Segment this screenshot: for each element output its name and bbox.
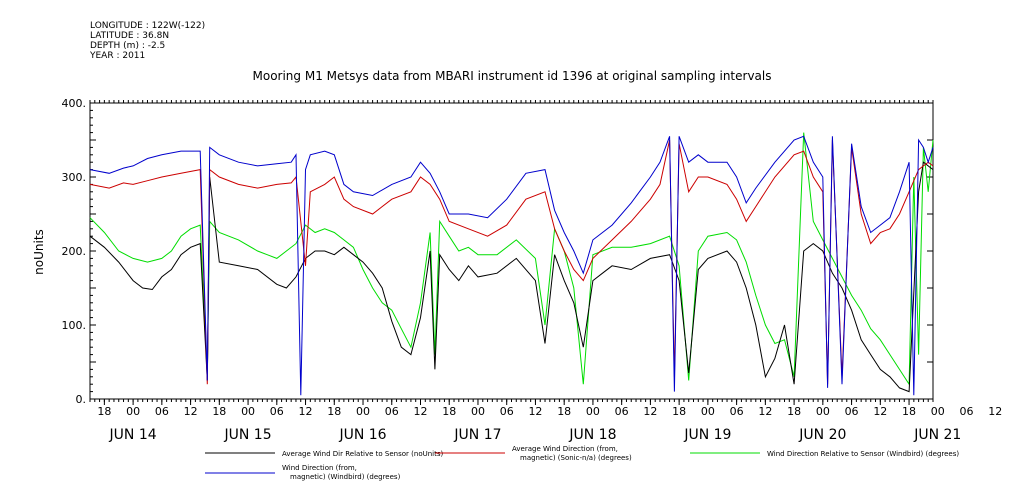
x-hour-label: 00: [701, 405, 715, 418]
metadata-longitude: LONGITUDE : 122W(-122): [90, 21, 206, 31]
x-hour-label: 18: [212, 405, 226, 418]
x-hour-label: 12: [299, 405, 313, 418]
x-hour-label: 00: [931, 405, 945, 418]
plot-frame: [89, 102, 934, 400]
x-hour-label: 18: [902, 405, 916, 418]
x-day-label: JUN 21: [913, 427, 961, 443]
legend: Average Wind Dir Relative to Sensor (noU…: [205, 445, 959, 481]
x-hour-label: 06: [615, 405, 629, 418]
x-hour-label: 12: [873, 405, 887, 418]
legend-label: Average Wind Direction (from,: [512, 445, 618, 453]
x-hour-label: 00: [471, 405, 485, 418]
y-tick-label: 400.: [62, 97, 87, 110]
metadata-year: YEAR : 2011: [90, 51, 146, 61]
x-hour-label: 18: [787, 405, 801, 418]
series-layer: [89, 132, 934, 396]
x-hour-label: 00: [356, 405, 370, 418]
x-day-label: JUN 18: [568, 427, 616, 443]
y-axis: 0. 100. 200. 300. 400.: [62, 97, 933, 406]
x-hour-label: 12: [643, 405, 657, 418]
x-day-label: JUN 17: [453, 427, 501, 443]
x-hour-label: 18: [97, 405, 111, 418]
x-hour-label: 12: [758, 405, 772, 418]
x-day-label: JUN 16: [338, 427, 386, 443]
x-hour-label: 06: [730, 405, 744, 418]
series-line-3: [89, 135, 934, 396]
legend-label: Average Wind Dir Relative to Sensor (noU…: [282, 450, 443, 458]
x-hour-label: 00: [816, 405, 830, 418]
x-hour-label: 06: [270, 405, 284, 418]
x-hour-label: 12: [184, 405, 198, 418]
y-tick-label: 0.: [76, 393, 87, 406]
x-hour-label: 06: [845, 405, 859, 418]
x-hour-label: 18: [557, 405, 571, 418]
x-hour-label: 18: [327, 405, 341, 418]
plot-border: [89, 102, 934, 400]
y-tick-label: 200.: [62, 245, 87, 258]
x-hour-label: 12: [528, 405, 542, 418]
y-tick-label: 100.: [62, 319, 87, 332]
y-tick-label: 300.: [62, 171, 87, 184]
x-hour-label: 06: [385, 405, 399, 418]
x-axis: 18 00 06 12 18 00 06 12 18 00 06 12 18 00 06 12 18 00 06 12…: [89, 100, 1002, 443]
x-hour-label: 12: [988, 405, 1002, 418]
metadata-latitude: LATITUDE : 36.8N: [90, 31, 170, 41]
x-hour-label: 06: [155, 405, 169, 418]
series-line-0: [89, 161, 934, 393]
x-day-label: JUN 14: [109, 427, 157, 443]
x-day-label: JUN 20: [798, 427, 846, 443]
legend-label: Wind Direction (from,: [282, 464, 357, 472]
metadata-block: LONGITUDE : 122W(-122) LATITUDE : 36.8N …: [90, 21, 205, 61]
x-hour-label: 06: [500, 405, 514, 418]
x-hour-label: 18: [442, 405, 456, 418]
x-hour-label: 12: [413, 405, 427, 418]
x-hour-label: 06: [960, 405, 974, 418]
legend-label: magnetic) (Sonic-n/a) (degrees): [520, 454, 632, 462]
x-hour-label: 00: [126, 405, 140, 418]
legend-label: magnetic) (Windbird) (degrees): [290, 473, 401, 481]
legend-label: Wind Direction Relative to Sensor (Windb…: [767, 450, 959, 458]
x-day-label: JUN 19: [683, 427, 731, 443]
x-hour-label: 00: [586, 405, 600, 418]
x-hour-label: 00: [241, 405, 255, 418]
x-day-label: JUN 15: [224, 427, 272, 443]
y-axis-label: noUnits: [32, 229, 46, 275]
metadata-depth: DEPTH (m) : -2.5: [90, 41, 166, 51]
x-hour-label: 18: [672, 405, 686, 418]
series-line-2: [89, 132, 934, 386]
chart-title: Mooring M1 Metsys data from MBARI instru…: [253, 69, 772, 83]
